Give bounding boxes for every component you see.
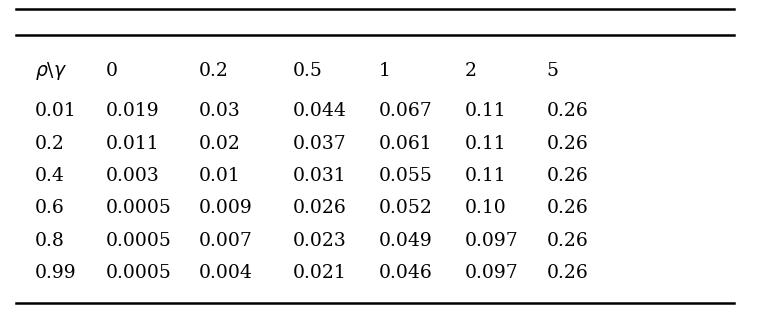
Text: 0.097: 0.097 bbox=[465, 232, 519, 250]
Text: 0.0005: 0.0005 bbox=[105, 199, 171, 218]
Text: 0.11: 0.11 bbox=[465, 135, 506, 153]
Text: 0.052: 0.052 bbox=[379, 199, 433, 218]
Text: 1: 1 bbox=[379, 62, 390, 80]
Text: 0.046: 0.046 bbox=[379, 264, 433, 282]
Text: 0.061: 0.061 bbox=[379, 135, 433, 153]
Text: 0.0005: 0.0005 bbox=[105, 264, 171, 282]
Text: 0.26: 0.26 bbox=[547, 232, 588, 250]
Text: 0.03: 0.03 bbox=[199, 102, 241, 121]
Text: 0.007: 0.007 bbox=[199, 232, 253, 250]
Text: 0.044: 0.044 bbox=[293, 102, 347, 121]
Text: 0.037: 0.037 bbox=[293, 135, 347, 153]
Text: 5: 5 bbox=[547, 62, 558, 80]
Text: 0.067: 0.067 bbox=[379, 102, 433, 121]
Text: 0.99: 0.99 bbox=[35, 264, 77, 282]
Text: 0.097: 0.097 bbox=[465, 264, 519, 282]
Text: $\rho\backslash\gamma$: $\rho\backslash\gamma$ bbox=[35, 60, 67, 82]
Text: 0.5: 0.5 bbox=[293, 62, 323, 80]
Text: 0.2: 0.2 bbox=[35, 135, 65, 153]
Text: 0.26: 0.26 bbox=[547, 102, 588, 121]
Text: 0: 0 bbox=[105, 62, 117, 80]
Text: 0.0005: 0.0005 bbox=[105, 232, 171, 250]
Text: 0.055: 0.055 bbox=[379, 167, 433, 185]
Text: 2: 2 bbox=[465, 62, 476, 80]
Text: 0.031: 0.031 bbox=[293, 167, 347, 185]
Text: 0.009: 0.009 bbox=[199, 199, 253, 218]
Text: 0.023: 0.023 bbox=[293, 232, 347, 250]
Text: 0.2: 0.2 bbox=[199, 62, 229, 80]
Text: 0.8: 0.8 bbox=[35, 232, 65, 250]
Text: 0.026: 0.026 bbox=[293, 199, 347, 218]
Text: 0.26: 0.26 bbox=[547, 167, 588, 185]
Text: 0.11: 0.11 bbox=[465, 167, 506, 185]
Text: 0.11: 0.11 bbox=[465, 102, 506, 121]
Text: 0.26: 0.26 bbox=[547, 135, 588, 153]
Text: 0.021: 0.021 bbox=[293, 264, 347, 282]
Text: 0.4: 0.4 bbox=[35, 167, 65, 185]
Text: 0.019: 0.019 bbox=[105, 102, 159, 121]
Text: 0.01: 0.01 bbox=[35, 102, 77, 121]
Text: 0.01: 0.01 bbox=[199, 167, 241, 185]
Text: 0.011: 0.011 bbox=[105, 135, 159, 153]
Text: 0.26: 0.26 bbox=[547, 264, 588, 282]
Text: 0.6: 0.6 bbox=[35, 199, 65, 218]
Text: 0.004: 0.004 bbox=[199, 264, 253, 282]
Text: 0.10: 0.10 bbox=[465, 199, 506, 218]
Text: 0.26: 0.26 bbox=[547, 199, 588, 218]
Text: 0.003: 0.003 bbox=[105, 167, 159, 185]
Text: 0.02: 0.02 bbox=[199, 135, 241, 153]
Text: 0.049: 0.049 bbox=[379, 232, 433, 250]
